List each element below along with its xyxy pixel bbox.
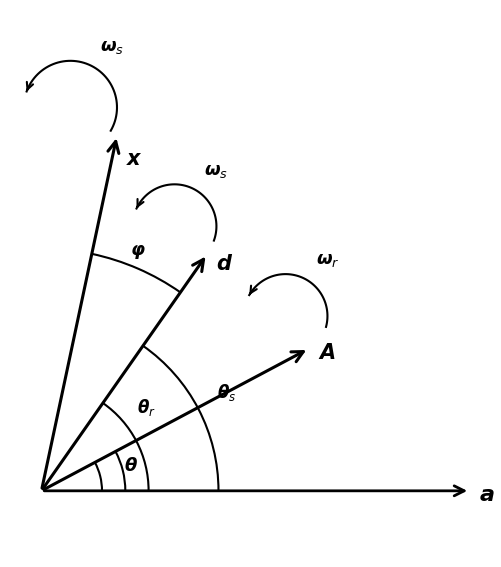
Text: $\mathbfit{A}$: $\mathbfit{A}$: [318, 343, 335, 363]
Text: $\mathbfit{\omega}_r$: $\mathbfit{\omega}_r$: [315, 251, 339, 269]
Text: $\mathbfit{a}$: $\mathbfit{a}$: [478, 484, 494, 506]
Text: $\mathbfit{\omega}_s$: $\mathbfit{\omega}_s$: [100, 38, 124, 56]
Text: $\mathbfit{\theta}$: $\mathbfit{\theta}$: [124, 457, 138, 475]
Text: $\mathbfit{\omega}_s$: $\mathbfit{\omega}_s$: [204, 162, 228, 180]
Text: $\mathbfit{\theta}_r$: $\mathbfit{\theta}_r$: [136, 397, 155, 418]
Text: $\mathbfit{\varphi}$: $\mathbfit{\varphi}$: [130, 243, 145, 261]
Text: $\mathbfit{\theta}_s$: $\mathbfit{\theta}_s$: [216, 382, 236, 403]
Text: $\mathbfit{x}$: $\mathbfit{x}$: [126, 149, 143, 170]
Text: $\mathbfit{d}$: $\mathbfit{d}$: [216, 254, 233, 274]
